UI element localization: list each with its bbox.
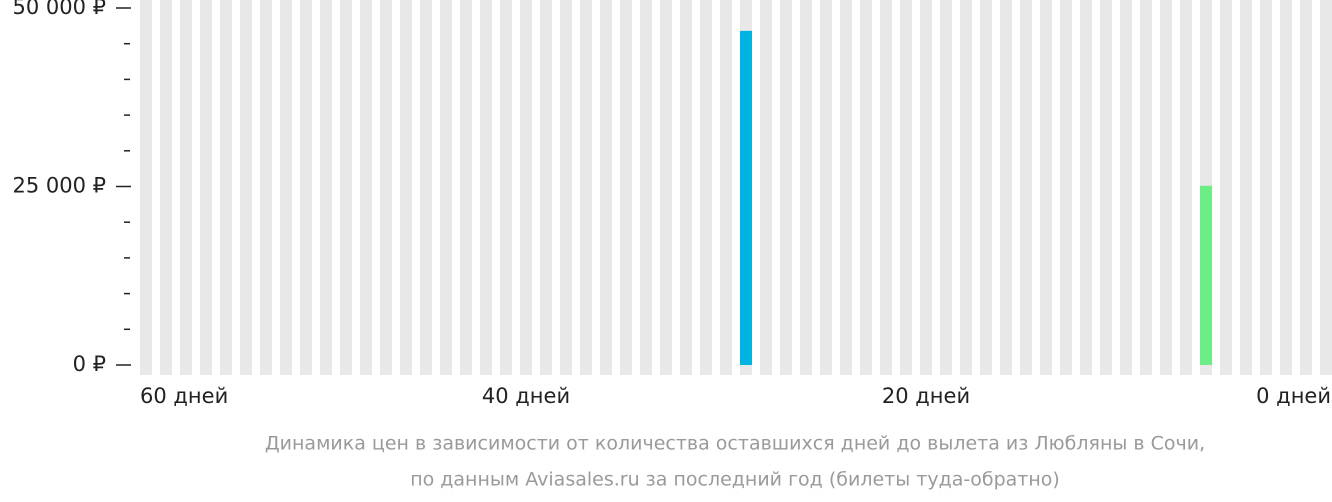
bar-background [300, 0, 312, 375]
bar-background [1040, 0, 1052, 375]
bar-background [1320, 0, 1332, 375]
bar-background [1020, 0, 1032, 375]
bar-background [900, 0, 912, 375]
bar-background [380, 0, 392, 375]
bar-background [780, 0, 792, 375]
bar-background [920, 0, 932, 375]
bar-background [1100, 0, 1112, 375]
bar-background [520, 0, 532, 375]
bar-background [680, 0, 692, 375]
bar-background [640, 0, 652, 375]
bar-background [1240, 0, 1252, 375]
bar-background [180, 0, 192, 375]
x-tick-label: 60 дней [140, 384, 228, 408]
bar-background [620, 0, 632, 375]
bar-background [160, 0, 172, 375]
bar-background [980, 0, 992, 375]
bar-background [720, 0, 732, 375]
bar-background [1120, 0, 1132, 375]
bar-background [220, 0, 232, 375]
x-tick-label: 0 дней [1256, 384, 1331, 408]
bar-background [1080, 0, 1092, 375]
bar-background [420, 0, 432, 375]
bar-background [400, 0, 412, 375]
bar-background [600, 0, 612, 375]
bar-background [820, 0, 832, 375]
bar-background [960, 0, 972, 375]
bar [740, 30, 752, 366]
caption: Динамика цен в зависимости от количества… [265, 433, 1205, 455]
bar [1200, 185, 1212, 365]
bar-background [800, 0, 812, 375]
bar-background [500, 0, 512, 375]
bar-background [1160, 0, 1172, 375]
caption: по данным Aviasales.ru за последний год … [410, 469, 1060, 491]
bar-background [440, 0, 452, 375]
x-tick-label: 40 дней [482, 384, 570, 408]
bar-background [320, 0, 332, 375]
bar-background [1220, 0, 1232, 375]
bar-background [480, 0, 492, 375]
bar-background [1180, 0, 1192, 375]
bar-background [840, 0, 852, 375]
bar-background [1280, 0, 1292, 375]
x-tick-label: 20 дней [882, 384, 970, 408]
bar-background [1260, 0, 1272, 375]
bar-background [560, 0, 572, 375]
bar-background [260, 0, 272, 375]
bar-background [940, 0, 952, 375]
y-tick-label: 0 ₽ [73, 352, 106, 376]
y-tick-label: 25 000 ₽ [12, 174, 106, 198]
bar-background [700, 0, 712, 375]
bar-background [460, 0, 472, 375]
bar-background [660, 0, 672, 375]
bar-background [140, 0, 152, 375]
y-tick-label: 50 000 ₽ [12, 0, 106, 19]
bar-background [860, 0, 872, 375]
bar-background [880, 0, 892, 375]
bar-background [540, 0, 552, 375]
bar-background [340, 0, 352, 375]
bar-background [1140, 0, 1152, 375]
bar-background [200, 0, 212, 375]
bar-background [1060, 0, 1072, 375]
bar-background [240, 0, 252, 375]
bar-background [1300, 0, 1312, 375]
bar-background [360, 0, 372, 375]
bar-background [280, 0, 292, 375]
bar-background [580, 0, 592, 375]
bar-background [1000, 0, 1012, 375]
bar-background [760, 0, 772, 375]
